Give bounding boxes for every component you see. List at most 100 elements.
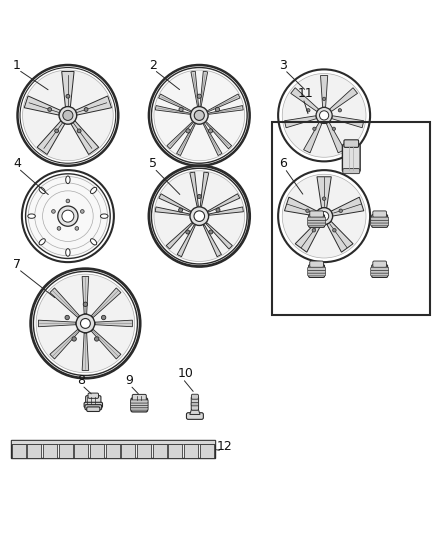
- Polygon shape: [203, 124, 222, 156]
- Polygon shape: [205, 122, 232, 149]
- Circle shape: [322, 197, 326, 200]
- Text: 5: 5: [149, 157, 157, 170]
- Circle shape: [62, 210, 74, 222]
- FancyBboxPatch shape: [88, 393, 99, 398]
- Polygon shape: [190, 172, 198, 206]
- FancyBboxPatch shape: [191, 397, 198, 410]
- Circle shape: [154, 171, 244, 262]
- Circle shape: [320, 212, 328, 221]
- Circle shape: [283, 175, 365, 257]
- Polygon shape: [166, 223, 193, 249]
- Polygon shape: [95, 320, 132, 327]
- Circle shape: [84, 108, 88, 111]
- Bar: [74, 445, 88, 458]
- FancyBboxPatch shape: [371, 267, 389, 270]
- Polygon shape: [155, 207, 190, 215]
- Polygon shape: [159, 94, 191, 112]
- FancyBboxPatch shape: [309, 215, 325, 228]
- Circle shape: [65, 316, 69, 320]
- Circle shape: [76, 314, 95, 333]
- Circle shape: [322, 97, 326, 101]
- FancyBboxPatch shape: [307, 223, 325, 226]
- Circle shape: [179, 107, 183, 111]
- Circle shape: [332, 229, 336, 232]
- FancyBboxPatch shape: [307, 217, 325, 220]
- FancyBboxPatch shape: [373, 211, 386, 217]
- Ellipse shape: [28, 214, 35, 219]
- Circle shape: [209, 230, 213, 234]
- FancyBboxPatch shape: [371, 270, 389, 273]
- Text: 2: 2: [149, 59, 157, 71]
- Polygon shape: [50, 329, 79, 359]
- FancyBboxPatch shape: [307, 267, 325, 270]
- Circle shape: [95, 337, 99, 341]
- Circle shape: [36, 274, 135, 373]
- Ellipse shape: [100, 214, 108, 219]
- FancyBboxPatch shape: [343, 144, 360, 172]
- Polygon shape: [155, 106, 190, 114]
- Bar: [11, 440, 215, 458]
- Circle shape: [63, 110, 73, 120]
- Polygon shape: [37, 121, 65, 155]
- Circle shape: [77, 129, 81, 133]
- Polygon shape: [327, 221, 353, 252]
- Polygon shape: [82, 333, 89, 370]
- Circle shape: [52, 209, 55, 213]
- FancyBboxPatch shape: [131, 405, 148, 408]
- Circle shape: [75, 227, 79, 230]
- FancyBboxPatch shape: [307, 220, 325, 223]
- Polygon shape: [82, 277, 89, 313]
- Circle shape: [283, 74, 365, 157]
- FancyBboxPatch shape: [344, 140, 359, 147]
- FancyBboxPatch shape: [371, 273, 389, 276]
- Circle shape: [208, 129, 213, 133]
- Text: 9: 9: [125, 374, 133, 387]
- Circle shape: [81, 209, 84, 213]
- Ellipse shape: [66, 249, 70, 256]
- FancyBboxPatch shape: [371, 220, 389, 223]
- Polygon shape: [191, 71, 198, 106]
- Circle shape: [307, 109, 310, 112]
- Polygon shape: [208, 194, 240, 212]
- FancyBboxPatch shape: [307, 273, 325, 276]
- Polygon shape: [206, 223, 233, 249]
- Polygon shape: [321, 76, 328, 107]
- Circle shape: [339, 209, 343, 213]
- Polygon shape: [284, 197, 317, 216]
- FancyBboxPatch shape: [132, 394, 146, 401]
- FancyBboxPatch shape: [372, 265, 388, 278]
- Ellipse shape: [39, 187, 45, 193]
- Bar: [28, 445, 41, 458]
- Bar: [168, 445, 182, 458]
- FancyBboxPatch shape: [372, 215, 388, 228]
- FancyBboxPatch shape: [371, 223, 389, 226]
- Circle shape: [22, 70, 113, 161]
- Bar: [11, 440, 215, 444]
- Bar: [90, 445, 104, 458]
- Text: 3: 3: [279, 59, 287, 71]
- Text: 12: 12: [217, 440, 233, 453]
- Circle shape: [306, 209, 309, 213]
- Ellipse shape: [66, 176, 70, 183]
- Circle shape: [338, 109, 342, 112]
- Circle shape: [72, 337, 76, 341]
- Polygon shape: [208, 106, 243, 114]
- Circle shape: [83, 302, 88, 306]
- Circle shape: [57, 227, 61, 230]
- Circle shape: [216, 208, 220, 212]
- Polygon shape: [75, 96, 112, 115]
- FancyBboxPatch shape: [131, 398, 148, 412]
- FancyBboxPatch shape: [131, 402, 148, 406]
- Polygon shape: [200, 172, 209, 206]
- Polygon shape: [62, 71, 74, 107]
- Ellipse shape: [91, 239, 97, 245]
- Bar: [153, 445, 166, 458]
- Polygon shape: [39, 320, 76, 327]
- Polygon shape: [177, 225, 195, 257]
- Circle shape: [59, 107, 77, 124]
- FancyBboxPatch shape: [371, 217, 389, 220]
- Polygon shape: [203, 225, 222, 257]
- FancyBboxPatch shape: [85, 405, 102, 410]
- Circle shape: [215, 107, 219, 111]
- Text: 11: 11: [298, 87, 314, 100]
